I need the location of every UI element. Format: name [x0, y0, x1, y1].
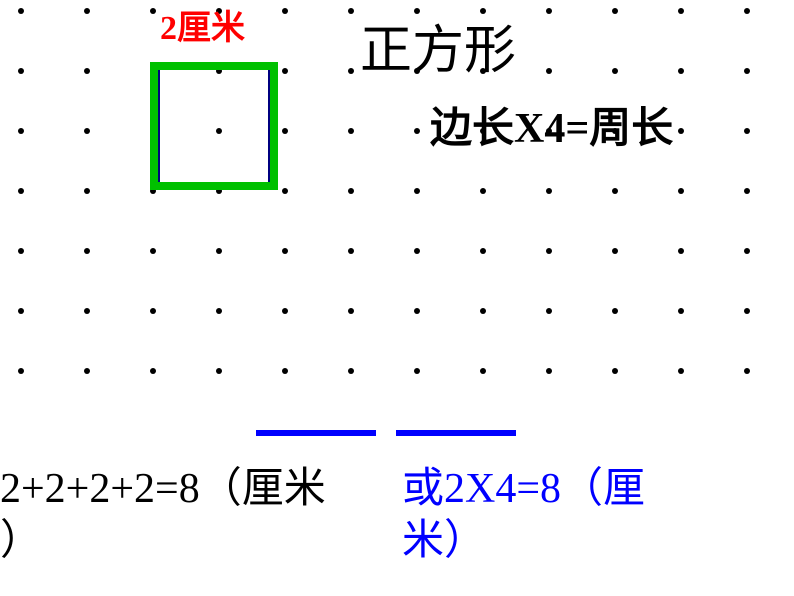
grid-dot	[744, 248, 750, 254]
grid-dot	[84, 248, 90, 254]
grid-dot	[84, 368, 90, 374]
grid-dot	[18, 68, 24, 74]
grid-dot	[612, 8, 618, 14]
grid-dot	[414, 248, 420, 254]
grid-dot	[84, 188, 90, 194]
grid-dot	[282, 68, 288, 74]
grid-dot	[348, 308, 354, 314]
grid-dot	[546, 68, 552, 74]
grid-dot	[18, 128, 24, 134]
underline-2	[396, 430, 516, 436]
side-length-label: 2厘米	[160, 0, 245, 49]
grid-dot	[414, 128, 420, 134]
grid-dot	[150, 8, 156, 14]
shape-title: 正方形	[360, 8, 516, 83]
grid-dot	[678, 68, 684, 74]
grid-dot	[546, 188, 552, 194]
grid-dot	[678, 188, 684, 194]
grid-dot	[84, 8, 90, 14]
grid-dot	[678, 248, 684, 254]
square-inner-border	[158, 70, 270, 182]
grid-dot	[216, 368, 222, 374]
grid-dot	[150, 368, 156, 374]
equation-addition-line1: 2+2+2+2=8（厘米	[0, 463, 326, 515]
grid-dot	[744, 128, 750, 134]
grid-dot	[282, 368, 288, 374]
equation-multiplication-line2: 米）	[402, 515, 645, 567]
grid-dot	[414, 308, 420, 314]
grid-dot	[282, 8, 288, 14]
grid-dot	[348, 248, 354, 254]
equation-addition-line2: ）	[0, 515, 326, 567]
grid-dot	[348, 8, 354, 14]
grid-dot	[84, 68, 90, 74]
grid-dot	[18, 248, 24, 254]
grid-dot	[84, 308, 90, 314]
perimeter-formula: 边长X4=周长	[430, 94, 673, 155]
grid-dot	[678, 128, 684, 134]
grid-dot	[678, 368, 684, 374]
grid-dot	[216, 308, 222, 314]
grid-dot	[480, 368, 486, 374]
grid-dot	[18, 368, 24, 374]
grid-dot	[612, 308, 618, 314]
equation-multiplication-line1: 或2X4=8（厘	[402, 463, 645, 515]
grid-dot	[480, 188, 486, 194]
grid-dot	[744, 308, 750, 314]
grid-dot	[546, 368, 552, 374]
grid-dot	[282, 188, 288, 194]
grid-dot	[744, 8, 750, 14]
grid-dot	[414, 188, 420, 194]
grid-dot	[744, 188, 750, 194]
grid-dot	[84, 128, 90, 134]
grid-dot	[546, 308, 552, 314]
underline-1	[256, 430, 376, 436]
grid-dot	[18, 308, 24, 314]
grid-dot	[612, 248, 618, 254]
grid-dot	[612, 188, 618, 194]
grid-dot	[480, 248, 486, 254]
grid-dot	[282, 248, 288, 254]
grid-dot	[612, 68, 618, 74]
grid-dot	[18, 8, 24, 14]
grid-dot	[282, 308, 288, 314]
grid-dot	[414, 368, 420, 374]
grid-dot	[150, 308, 156, 314]
equation-multiplication: 或2X4=8（厘 米）	[402, 463, 645, 567]
grid-dot	[282, 128, 288, 134]
grid-dot	[18, 188, 24, 194]
grid-dot	[678, 308, 684, 314]
grid-dot	[150, 248, 156, 254]
equation-addition: 2+2+2+2=8（厘米 ）	[0, 463, 326, 567]
grid-dot	[216, 248, 222, 254]
grid-dot	[546, 8, 552, 14]
grid-dot	[612, 368, 618, 374]
grid-dot	[546, 248, 552, 254]
grid-dot	[744, 68, 750, 74]
grid-dot	[348, 188, 354, 194]
grid-dot	[744, 368, 750, 374]
grid-dot	[480, 308, 486, 314]
grid-dot	[348, 68, 354, 74]
grid-dot	[348, 128, 354, 134]
grid-dot	[348, 368, 354, 374]
grid-dot	[678, 8, 684, 14]
